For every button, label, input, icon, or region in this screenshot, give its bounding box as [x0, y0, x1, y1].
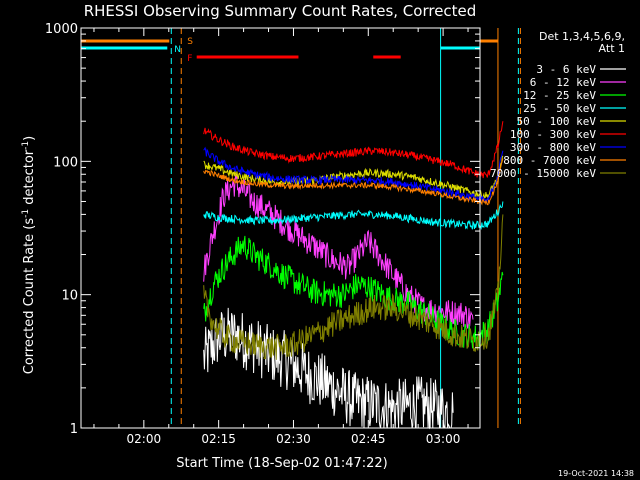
y-axis-label-end: ) — [22, 136, 37, 141]
axis-ticks: 02:00 02:15 02:30 02:45 03:00 1 10 100 1000 — [45, 22, 480, 446]
flag-bars: SNF — [81, 28, 521, 428]
y-tick-label-2: 100 — [53, 155, 78, 170]
legend-title-2: Att 1 — [599, 42, 625, 55]
series-line-0 — [203, 307, 454, 430]
legend-label-4: 50 - 100 keV — [517, 115, 597, 128]
series-line-8 — [203, 214, 504, 360]
legend-label-7: 800 - 7000 keV — [503, 154, 596, 167]
series-line-4 — [203, 155, 504, 201]
x-tick-label-4: 03:00 — [426, 432, 461, 446]
series-line-7 — [203, 158, 504, 206]
y-tick-label-3: 1000 — [45, 22, 78, 37]
legend-label-8: 7000 - 15000 keV — [490, 167, 596, 180]
flag-f-label: F — [187, 54, 192, 64]
legend-label-0: 3 - 6 keV — [536, 63, 596, 76]
chart-title: RHESSI Observing Summary Count Rates, Co… — [84, 2, 477, 20]
y-tick-label-0: 1 — [70, 422, 78, 437]
series-line-6 — [203, 146, 504, 203]
series-line-3 — [203, 201, 504, 231]
y-axis-label-mid: detector — [22, 149, 37, 209]
flag-s-label: S — [187, 37, 193, 47]
y-axis-label: Corrected Count Rate (s-1 detector-1) — [21, 136, 37, 374]
y-tick-label-1: 10 — [61, 289, 78, 304]
x-tick-label-2: 02:30 — [276, 432, 311, 446]
legend-title-1: Det 1,3,4,5,6,9, — [539, 30, 625, 43]
y-axis-label-sup1: -1 — [21, 209, 31, 218]
x-axis-label: Start Time (18-Sep-02 01:47:22) — [176, 456, 387, 471]
legend-label-5: 100 - 300 keV — [510, 128, 596, 141]
legend-label-2: 12 - 25 keV — [523, 89, 596, 102]
footer-timestamp: 19-Oct-2021 14:38 — [558, 469, 634, 478]
series-line-1 — [203, 174, 474, 329]
y-axis-label-main: Corrected Count Rate (s — [22, 218, 37, 375]
series-line-5 — [203, 121, 504, 179]
legend-label-6: 300 - 800 keV — [510, 141, 596, 154]
legend-label-1: 6 - 12 keV — [530, 76, 597, 89]
x-tick-label-1: 02:15 — [201, 432, 236, 446]
x-tick-label-0: 02:00 — [127, 432, 162, 446]
flag-n-label: N — [174, 45, 181, 55]
legend-label-3: 25 - 50 keV — [523, 102, 596, 115]
y-axis-label-sup2: -1 — [21, 141, 31, 150]
x-tick-label-3: 02:45 — [351, 432, 386, 446]
plot-frame — [80, 27, 481, 429]
series-lines — [203, 121, 504, 430]
